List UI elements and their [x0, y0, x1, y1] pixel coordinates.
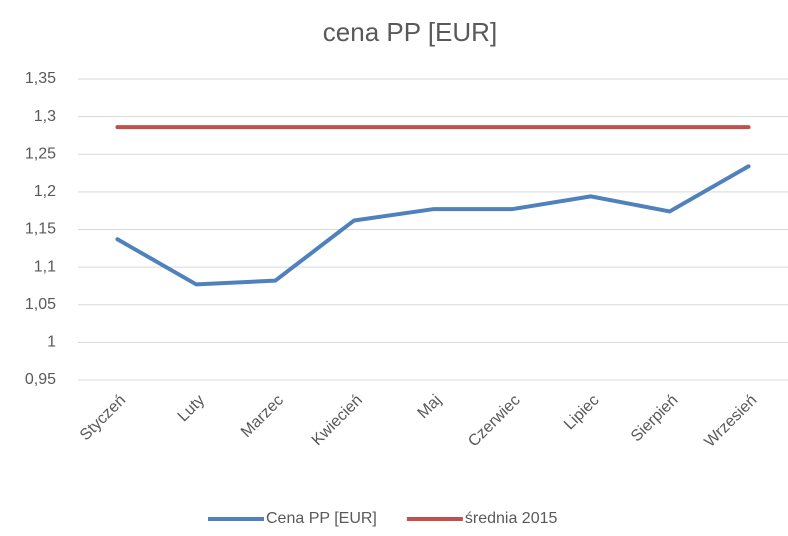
- y-tick-label: 1,2: [34, 183, 56, 200]
- y-tick-label: 1,15: [25, 221, 56, 238]
- y-tick-label: 1,1: [34, 258, 56, 275]
- chart-title: cena PP [EUR]: [323, 17, 497, 47]
- y-tick-label: 1,25: [25, 145, 56, 162]
- x-tick-label: Kwiecień: [309, 392, 366, 449]
- x-tick-label: Wrzesień: [701, 392, 760, 451]
- y-tick-label: 1,3: [34, 108, 56, 125]
- y-tick-label: 1,05: [25, 296, 56, 313]
- y-tick-label: 1,35: [25, 70, 56, 87]
- x-tick-label: Marzec: [238, 392, 287, 441]
- legend-label: średnia 2015: [465, 510, 558, 527]
- x-tick-label: Czerwiec: [465, 392, 524, 451]
- legend-label: Cena PP [EUR]: [266, 510, 377, 527]
- x-tick-label: Styczeń: [77, 392, 129, 444]
- y-tick-label: 0,95: [25, 371, 56, 388]
- series-line: [115, 164, 751, 287]
- x-tick-label: Luty: [175, 392, 208, 425]
- y-tick-label: 1: [47, 334, 56, 351]
- x-tick-label: Maj: [415, 392, 445, 422]
- x-tick-label: Sierpień: [628, 392, 682, 446]
- x-tick-label: Lipiec: [561, 392, 603, 434]
